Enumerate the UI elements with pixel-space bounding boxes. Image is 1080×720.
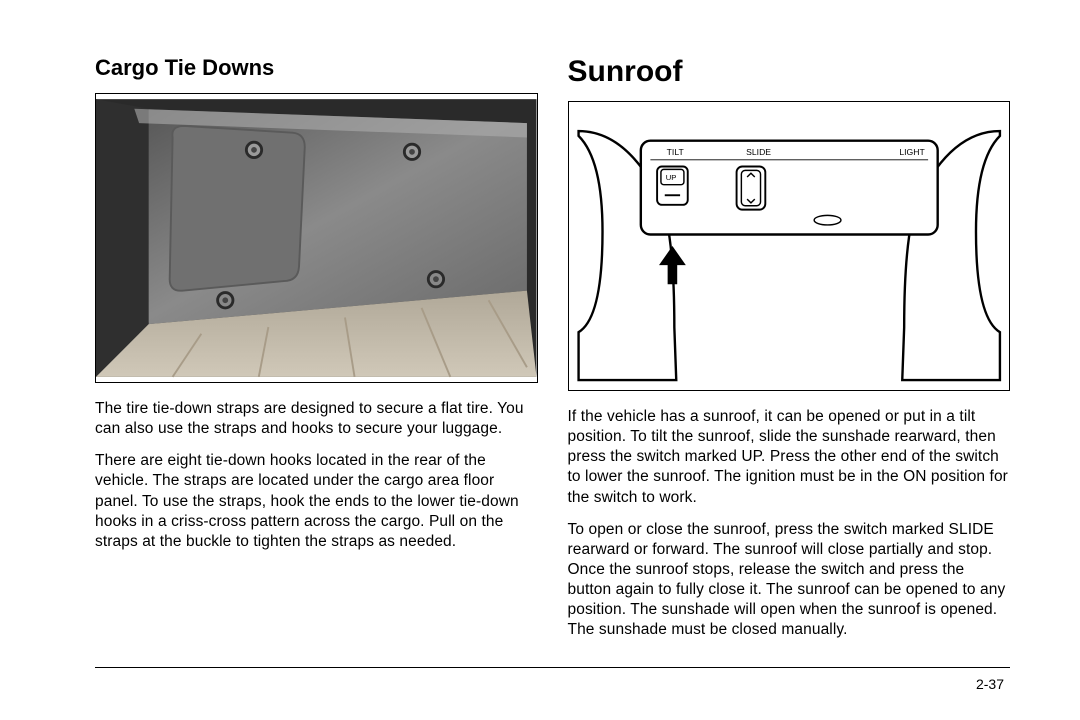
cargo-paragraph-1: The tire tie-down straps are designed to… bbox=[95, 399, 538, 439]
right-column: Sunroof TILT SLIDE LIGHT UP bbox=[568, 55, 1011, 680]
slide-label: SLIDE bbox=[746, 147, 771, 157]
cargo-figure bbox=[95, 93, 538, 383]
sunroof-diagram: TILT SLIDE LIGHT UP bbox=[569, 102, 1010, 390]
cargo-heading: Cargo Tie Downs bbox=[95, 55, 538, 81]
cargo-paragraph-2: There are eight tie-down hooks located i… bbox=[95, 451, 538, 552]
sunroof-paragraph-2: To open or close the sunroof, press the … bbox=[568, 520, 1011, 641]
footer-rule bbox=[95, 667, 1010, 668]
page-number: 2-37 bbox=[976, 676, 1004, 692]
tilt-label: TILT bbox=[666, 147, 684, 157]
sunroof-heading: Sunroof bbox=[568, 55, 1011, 89]
up-label: UP bbox=[665, 173, 676, 182]
light-label: LIGHT bbox=[899, 147, 925, 157]
sunroof-figure: TILT SLIDE LIGHT UP bbox=[568, 101, 1011, 391]
left-column: Cargo Tie Downs bbox=[95, 55, 538, 680]
cargo-photo-illustration bbox=[96, 94, 537, 382]
sunroof-paragraph-1: If the vehicle has a sunroof, it can be … bbox=[568, 407, 1011, 508]
